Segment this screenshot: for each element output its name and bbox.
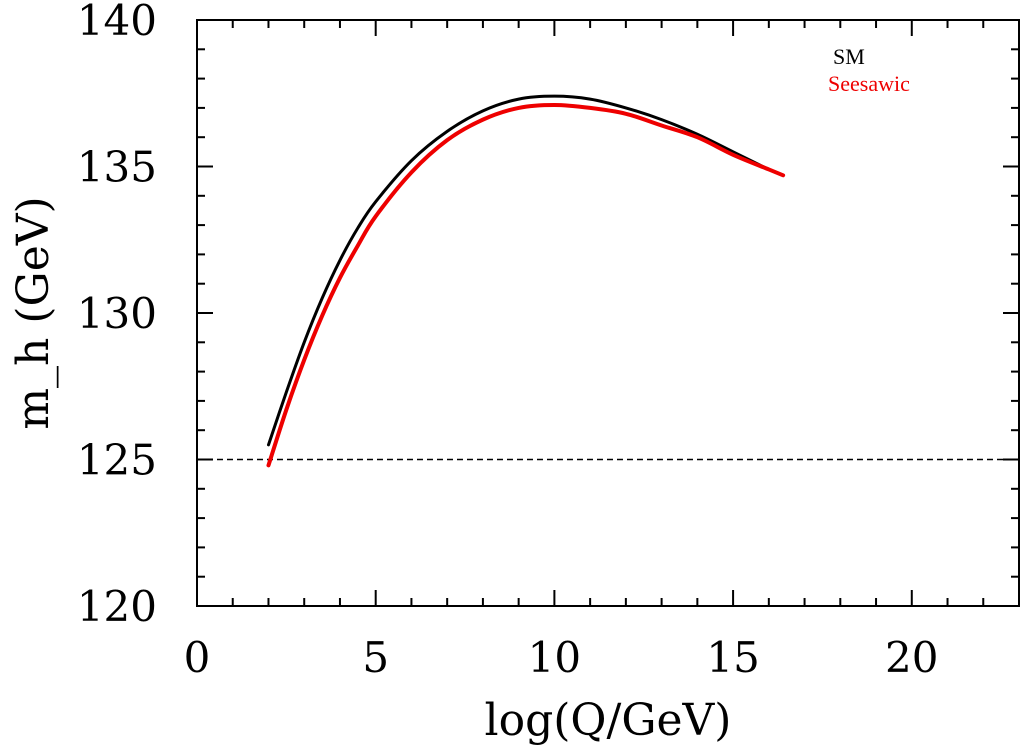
series-line-sm: [266, 94, 785, 447]
y-tick-label: 120: [77, 582, 157, 631]
x-tick-label: 20: [885, 633, 938, 682]
y-tick-label: 135: [77, 143, 157, 192]
x-tick-label: 15: [706, 633, 759, 682]
series-line-seesawic: [266, 102, 786, 468]
plot-frame: [196, 19, 1020, 607]
tick-labels: 0 5 10 15 20 120 125 130 135 140: [77, 0, 939, 682]
y-tick-label: 125: [77, 436, 157, 485]
y-axis-title: m_h (GeV): [8, 196, 59, 429]
x-tick-label: 10: [528, 633, 581, 682]
x-axis-title: log(Q/GeV): [485, 695, 732, 746]
axis-ticks: [196, 19, 1020, 607]
x-tick-label: 0: [184, 633, 211, 682]
y-tick-label: 140: [77, 0, 157, 45]
x-tick-label: 5: [362, 633, 389, 682]
legend: SM Seesawic: [828, 44, 910, 96]
legend-entry-sm: SM: [833, 44, 865, 69]
data-series: [266, 94, 786, 468]
y-tick-label: 130: [77, 289, 157, 338]
legend-entry-seesawic: Seesawic: [828, 71, 910, 96]
